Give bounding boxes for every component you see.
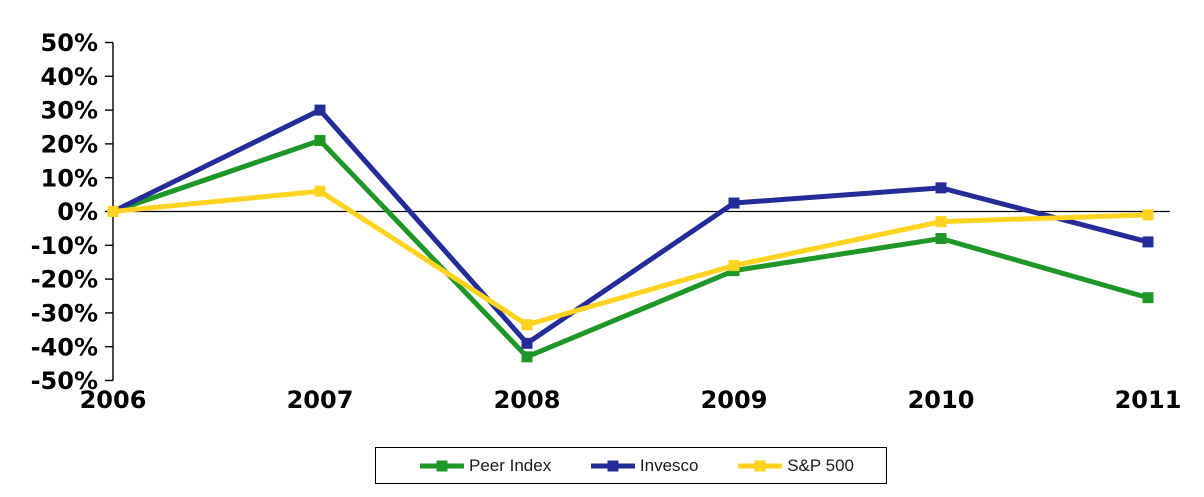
data-point-s-p-500-2011 [1142,209,1154,221]
y-tick-label: 20% [41,131,98,159]
x-tick-label: 2010 [908,386,975,414]
data-point-invesco-2010 [935,182,947,194]
data-point-invesco-2007 [314,104,326,116]
data-point-peer-index-2008 [521,351,533,363]
legend-label-peer-index: Peer Index [469,455,552,475]
series-line-invesco [111,107,1149,347]
y-tick-label: 30% [41,97,98,125]
data-point-invesco-2009 [728,197,740,209]
y-tick-label: -50% [31,367,98,395]
data-point-s-p-500-2007 [314,185,326,197]
data-point-s-p-500-2006 [107,206,119,217]
y-tick-label: -20% [31,266,98,294]
series-line-s-p-500 [112,188,1149,328]
data-point-invesco-2011 [1142,236,1154,248]
legend-label-sp500: S&P 500 [787,455,854,475]
data-point-s-p-500-2009 [728,260,740,272]
x-tick-label: 2007 [287,386,354,414]
x-tick-label: 2008 [494,386,561,414]
legend-item-sp500: S&P 500 [738,456,854,476]
y-tick-label: 0% [57,198,98,226]
line-chart-plot: 50%40%30%20%10%0%-10%-20%-30%-40%-50%200… [31,29,1182,414]
data-point-invesco-2008 [521,337,533,349]
x-tick-label: 2009 [701,386,768,414]
data-point-s-p-500-2010 [935,216,947,228]
legend-item-invesco: Invesco [590,455,699,476]
series-line-peer-index [112,137,1149,360]
legend-label-invesco: Invesco [639,455,699,475]
legend-item-peer-index: Peer Index [420,456,551,476]
data-point-peer-index-2010 [935,233,947,245]
data-point-s-p-500-2008 [521,319,533,331]
legend-swatch-invesco-icon [590,460,635,472]
y-tick-label: -10% [31,232,98,260]
x-tick-label: 2006 [80,386,147,414]
y-tick-label: 40% [41,63,98,91]
data-point-peer-index-2007 [314,135,326,147]
y-tick-label: -40% [31,333,98,361]
legend-swatch-sp500-icon [738,460,783,472]
y-tick-label: 10% [41,164,98,192]
legend: Peer Index Invesco S&P 500 [375,447,887,484]
y-tick-label: -30% [31,300,98,328]
y-tick-label: 50% [41,29,98,57]
data-point-peer-index-2011 [1142,292,1154,304]
legend-swatch-peer-index-icon [420,460,464,472]
x-tick-label: 2011 [1115,386,1182,414]
